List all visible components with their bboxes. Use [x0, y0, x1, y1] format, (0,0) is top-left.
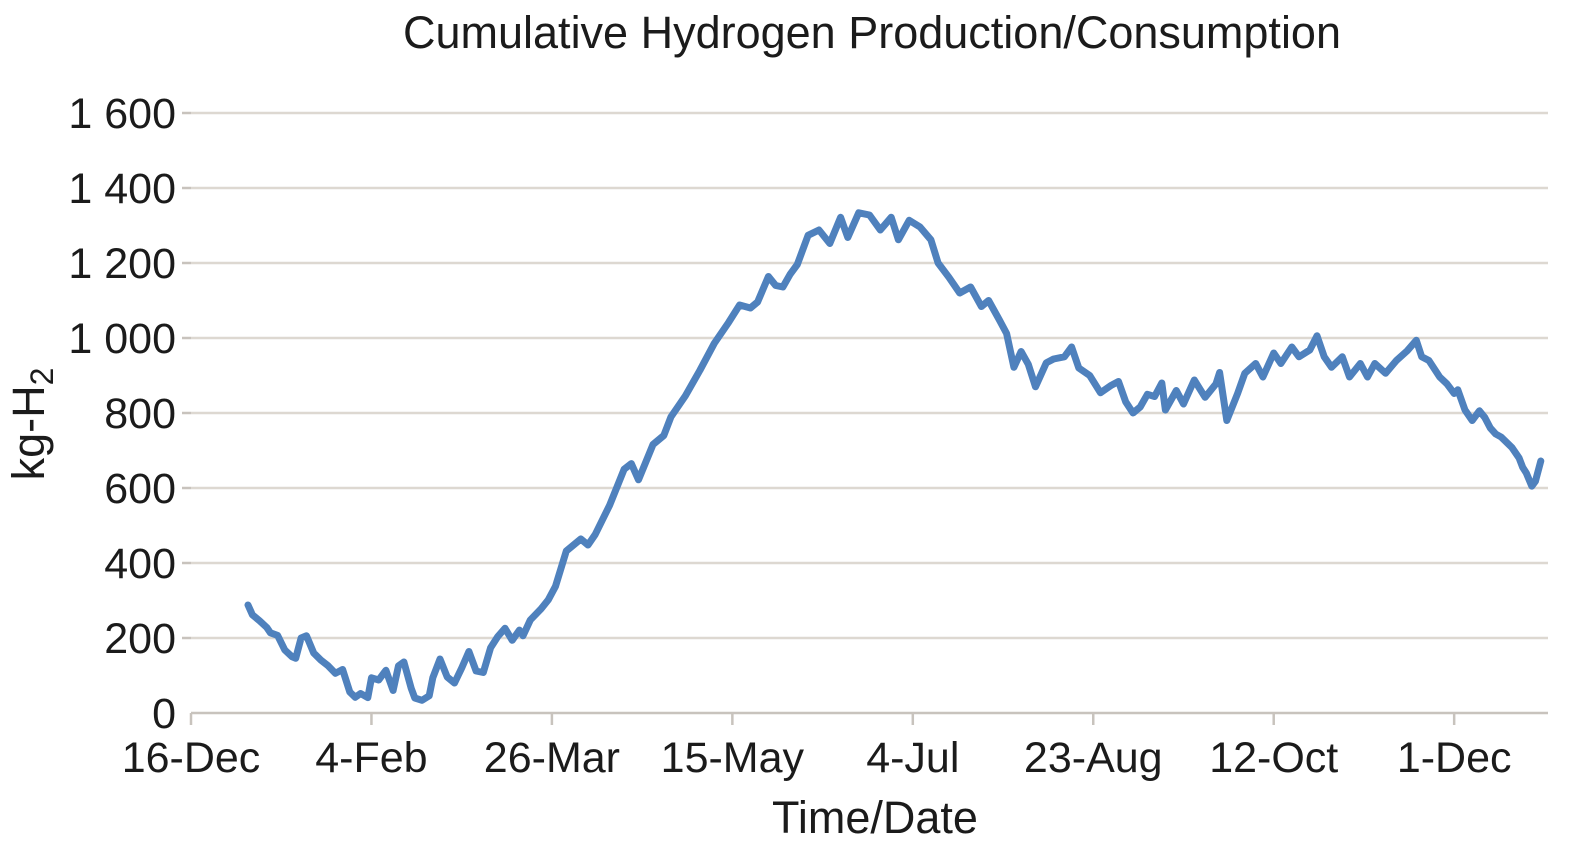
series-line-cumulative-hydrogen — [244, 209, 1545, 704]
x-tick-label: 26-Mar — [484, 734, 620, 782]
y-axis-labels: 0 200 400 600 800 1 000 1 200 1 400 1 600 — [68, 90, 176, 738]
y-tick-label: 400 — [104, 540, 176, 588]
gridlines — [191, 111, 1548, 640]
x-tick-label: 4-Jul — [866, 734, 959, 782]
y-tick-label: 1 200 — [68, 240, 176, 288]
x-axis-ticks — [189, 713, 1456, 725]
x-tick-label: 16-Dec — [122, 734, 261, 782]
chart-title: Cumulative Hydrogen Production/Consumpti… — [403, 7, 1341, 58]
y-tick-label: 1 400 — [68, 165, 176, 213]
y-axis-title-subscript: 2 — [24, 368, 60, 386]
y-tick-label: 1 000 — [68, 315, 176, 363]
x-tick-label: 15-May — [661, 734, 805, 782]
x-axis-labels: 16-Dec 4-Feb 26-Mar 15-May 4-Jul 23-Aug 12-Oct… — [122, 734, 1512, 782]
y-tick-label: 1 600 — [68, 90, 176, 138]
y-tick-label: 600 — [104, 465, 176, 513]
x-tick-label: 12-Oct — [1209, 734, 1338, 782]
x-axis-title: Time/Date — [772, 792, 978, 843]
y-axis-title: kg-H2 — [3, 368, 60, 481]
y-axis-title-main: kg-H — [3, 385, 54, 480]
x-tick-label: 1-Dec — [1397, 734, 1512, 782]
x-tick-label: 23-Aug — [1024, 734, 1163, 782]
y-tick-label: 800 — [104, 390, 176, 438]
y-tick-label: 0 — [152, 690, 176, 738]
x-tick-label: 4-Feb — [315, 734, 427, 782]
y-axis-ticks — [182, 111, 191, 640]
y-tick-label: 200 — [104, 615, 176, 663]
